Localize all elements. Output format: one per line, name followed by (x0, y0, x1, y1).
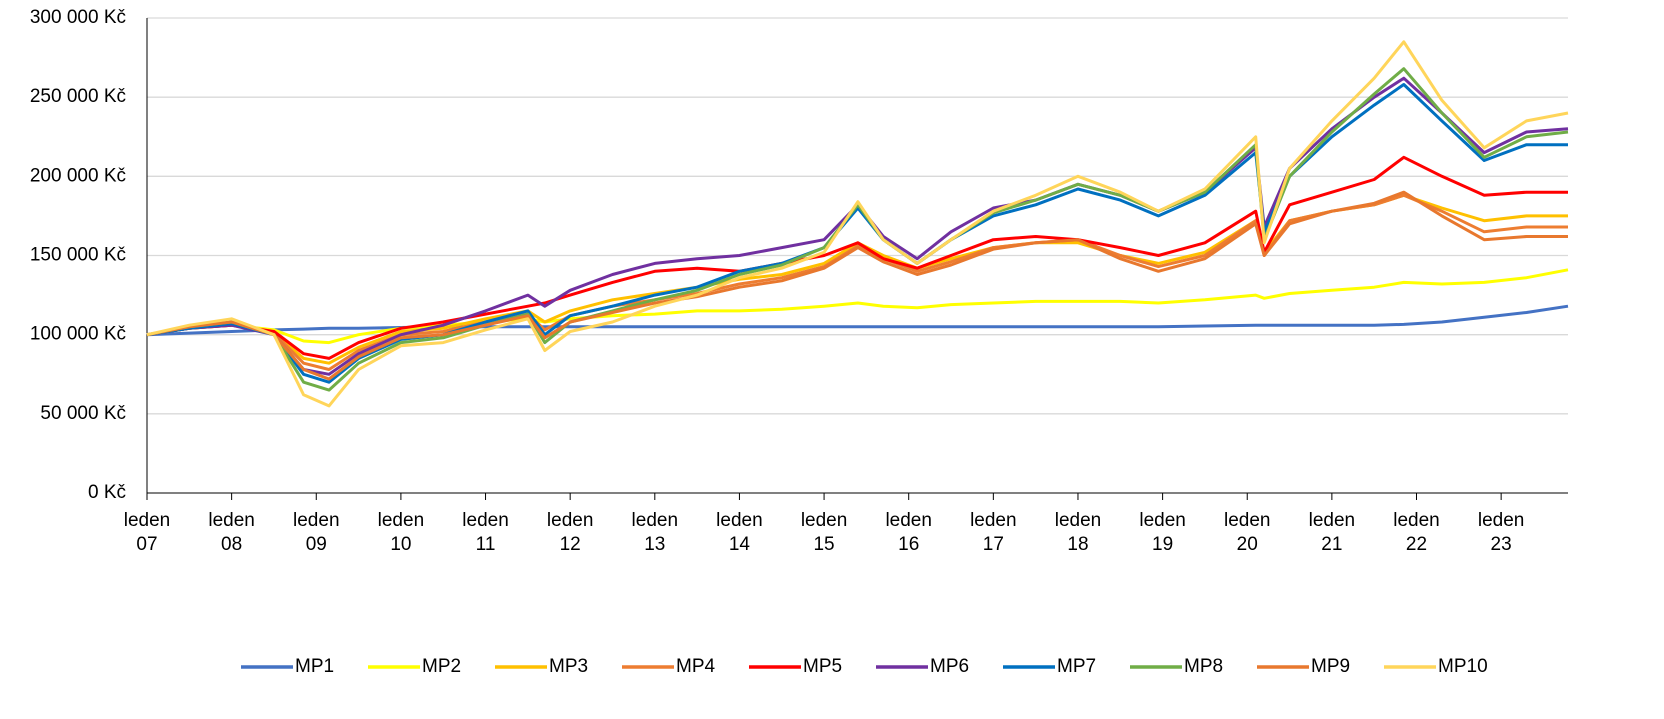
y-tick-label: 50 000 Kč (40, 403, 126, 424)
series-line (146, 155, 1568, 360)
y-tick-label: 150 000 Kč (30, 245, 126, 266)
legend-label: MP3 (549, 656, 588, 677)
series-line (146, 67, 1569, 392)
x-tick-label: leden 18 (1054, 510, 1102, 555)
x-tick-label: leden 07 (123, 510, 171, 555)
x-tick-label: leden 08 (208, 510, 255, 555)
legend-label: MP7 (1057, 656, 1096, 677)
x-tick-label: leden 10 (377, 510, 425, 555)
x-tick-label: leden 12 (546, 510, 594, 555)
x-tick-label: leden 20 (1223, 510, 1271, 555)
legend-label: MP6 (930, 656, 969, 677)
y-tick-label: 0 Kč (88, 482, 126, 503)
y-tick-label: 250 000 Kč (30, 86, 126, 107)
y-tick-label: 300 000 Kč (30, 7, 126, 28)
x-tick-label: leden 17 (970, 510, 1017, 555)
legend-label: MP2 (422, 656, 461, 677)
series-line (146, 193, 1568, 365)
series-line (146, 304, 1569, 337)
x-tick-label: leden 14 (716, 510, 763, 555)
x-tick-label: leden 19 (1139, 510, 1186, 555)
series-line (146, 83, 1568, 384)
x-tick-label: leden 13 (631, 510, 679, 555)
y-tick-label: 200 000 Kč (30, 165, 126, 186)
legend-label: MP1 (295, 656, 334, 677)
x-tick-label: leden 22 (1393, 510, 1440, 555)
legend-label: MP10 (1438, 656, 1488, 677)
x-tick-label: leden 23 (1477, 510, 1525, 555)
series-line (146, 40, 1569, 408)
x-tick-label: leden 11 (462, 510, 509, 555)
legend-label: MP5 (803, 656, 842, 677)
series-line (146, 76, 1569, 376)
x-tick-label: leden 09 (293, 510, 340, 555)
legend-label: MP8 (1184, 656, 1223, 677)
x-tick-label: leden 16 (885, 510, 932, 555)
series-line (146, 190, 1568, 381)
x-tick-label: leden 15 (800, 510, 848, 555)
legend-label: MP4 (676, 656, 716, 677)
y-tick-label: 100 000 Kč (30, 324, 126, 345)
x-tick-label: leden 21 (1308, 510, 1356, 555)
legend-label: MP9 (1311, 656, 1350, 677)
series-line (146, 268, 1569, 345)
